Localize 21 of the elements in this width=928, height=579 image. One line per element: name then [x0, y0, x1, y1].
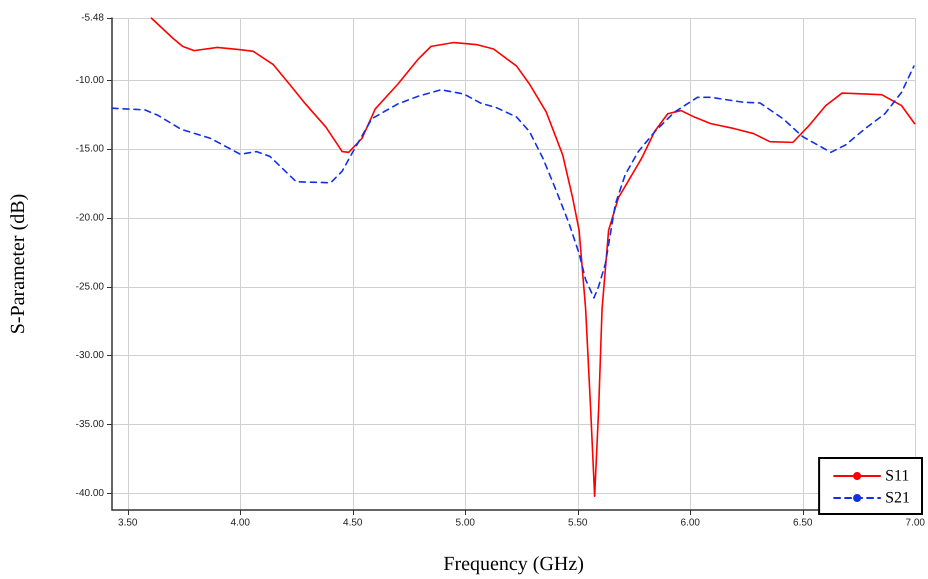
x-tick-label: 3.50: [118, 518, 138, 528]
line-series: [111, 65, 915, 299]
legend-label: S11: [885, 468, 910, 484]
x-tick-label: 7.00: [906, 518, 926, 528]
y-tick-label: -35.00: [76, 419, 104, 430]
y-tick-label: -25.00: [76, 281, 104, 292]
y-tick-label: -15.00: [76, 144, 104, 155]
x-tick-label: 4.50: [343, 518, 363, 528]
y-tick-label: -30.00: [76, 350, 104, 362]
x-tick-label: 5.00: [456, 518, 476, 528]
y-tick-label: -40.00: [76, 488, 104, 499]
x-tick-label: 5.50: [568, 518, 588, 528]
y-tick-label: -10.00: [76, 74, 104, 86]
x-tick-label: 6.00: [680, 518, 700, 528]
y-tick-label: -20.00: [76, 212, 104, 224]
y-axis-title: S-Parameter (dB): [7, 194, 29, 334]
y-tick-label: -5.48: [81, 12, 104, 24]
x-axis-title: Frequency (GHz): [443, 553, 584, 575]
x-tick-label: 4.00: [230, 518, 250, 528]
x-tick-label: 6.50: [793, 518, 813, 528]
legend-label: S21: [885, 490, 910, 506]
